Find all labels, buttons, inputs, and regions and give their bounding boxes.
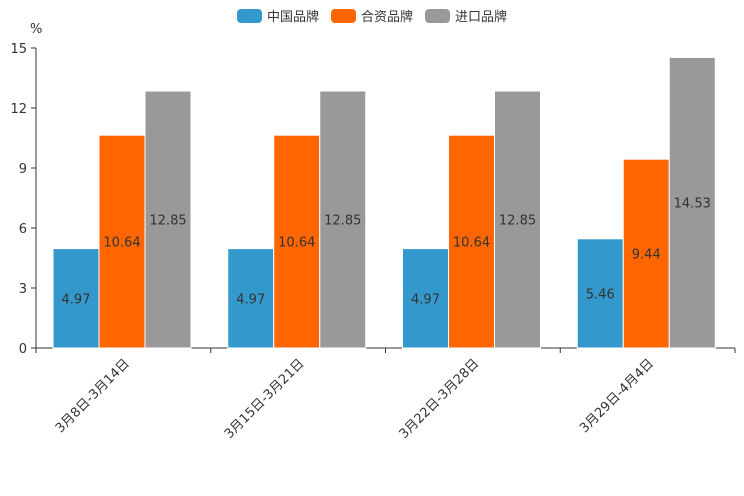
bar-value-label: 14.53 xyxy=(674,197,711,212)
legend-swatch-joint-venture xyxy=(330,8,356,23)
bar xyxy=(144,90,192,349)
legend-item-imported[interactable]: 进口品牌 xyxy=(425,6,507,25)
bar-value-label: 12.85 xyxy=(499,214,536,229)
legend-item-domestic[interactable]: 中国品牌 xyxy=(236,6,319,25)
bar-value-label: 4.97 xyxy=(236,292,265,307)
legend-swatch-imported xyxy=(425,8,450,23)
bar xyxy=(668,56,716,349)
bar-value-label: 9.44 xyxy=(632,248,661,263)
y-tick-label: 6 xyxy=(19,222,27,237)
bar-value-label: 12.85 xyxy=(149,214,186,229)
bar xyxy=(448,134,495,349)
bar xyxy=(319,90,367,349)
bar xyxy=(52,248,100,349)
y-tick-label: 12 xyxy=(10,102,27,117)
legend-swatch-domestic xyxy=(236,8,262,23)
bar-value-label: 10.64 xyxy=(103,236,140,251)
bar-value-label: 10.64 xyxy=(453,236,490,251)
y-tick-label: 15 xyxy=(10,42,27,57)
bar-value-label: 4.97 xyxy=(62,292,91,307)
bar xyxy=(227,248,275,349)
y-tick-label: 0 xyxy=(19,342,27,357)
bar xyxy=(402,248,449,349)
legend-label-imported: 进口品牌 xyxy=(455,10,508,25)
bar-value-label: 5.46 xyxy=(586,287,615,302)
bar xyxy=(494,90,541,349)
bar-value-label: 10.64 xyxy=(278,236,315,251)
x-category-label: 3月22日-3月28日 xyxy=(397,356,483,442)
legend-label-domestic: 中国品牌 xyxy=(266,10,319,25)
legend-item-joint-venture[interactable]: 合资品牌 xyxy=(330,6,413,25)
bar xyxy=(576,238,624,349)
bar-value-label: 12.85 xyxy=(324,214,361,229)
y-tick-label: 3 xyxy=(19,282,27,297)
x-category-label: 3月15日-3月21日 xyxy=(222,356,308,442)
bar xyxy=(273,134,321,349)
bar-value-label: 4.97 xyxy=(411,292,440,307)
bar xyxy=(98,134,146,349)
bar xyxy=(622,158,670,349)
y-tick-label: 9 xyxy=(19,162,27,177)
y-axis-unit-label: % xyxy=(30,22,42,37)
x-category-label: 3月8日-3月14日 xyxy=(53,356,133,436)
legend-label-joint-venture: 合资品牌 xyxy=(360,10,413,25)
x-category-label: 3月29日-4月4日 xyxy=(577,356,657,436)
legend: 中国品牌 合资品牌 进口品牌 xyxy=(0,6,744,25)
